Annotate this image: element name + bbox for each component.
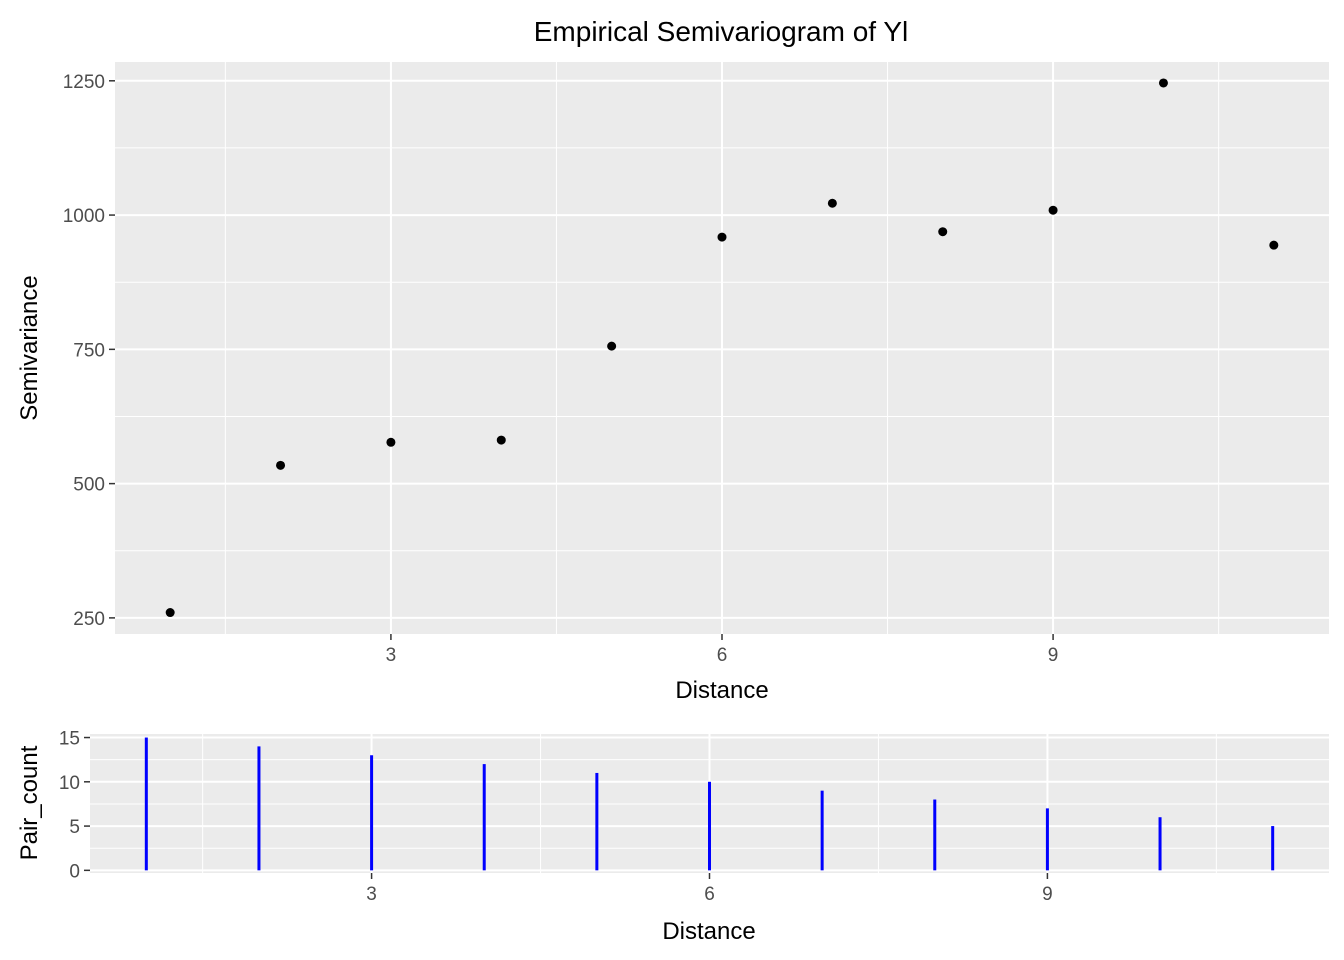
semivariance-point bbox=[165, 608, 175, 618]
semivariogram-x-tick-label: 9 bbox=[1048, 645, 1059, 666]
semivariogram-x-tick-label: 6 bbox=[717, 645, 728, 666]
semivariogram-y-axis-title: Semivariance bbox=[16, 275, 43, 420]
pair-count-bar bbox=[144, 737, 148, 871]
semivariance-point bbox=[1048, 205, 1058, 215]
semivariance-point bbox=[827, 198, 837, 208]
semivariogram-x-axis-title: Distance bbox=[675, 677, 768, 704]
semivariance-point bbox=[386, 437, 396, 447]
semivariogram-x-tick-label: 3 bbox=[386, 645, 397, 666]
pair-count-bar bbox=[370, 755, 374, 871]
pair-count-x-tick-label: 9 bbox=[1042, 884, 1053, 905]
pair-count-x-tick-label: 6 bbox=[704, 884, 715, 905]
pair-count-y-tick-label: 5 bbox=[69, 817, 80, 838]
semivariogram-y-tick-label: 1250 bbox=[63, 72, 105, 93]
semivariogram-y-tick-label: 750 bbox=[73, 340, 105, 361]
pair-count-bar bbox=[708, 781, 711, 871]
semivariance-point bbox=[607, 341, 617, 351]
chart-title: Empirical Semivariogram of Yl bbox=[534, 16, 909, 47]
pair-count-y-tick-label: 0 bbox=[69, 861, 80, 882]
pair-count-bar bbox=[257, 746, 261, 871]
semivariogram-y-tick-label: 1000 bbox=[63, 206, 105, 227]
semivariogram-points bbox=[165, 78, 1279, 618]
semivariance-point bbox=[276, 460, 286, 470]
pair-count-axis-ticks: 3 6 9 0 5 10 15 bbox=[59, 729, 1053, 905]
semivariance-point bbox=[1158, 78, 1168, 88]
semivariance-point bbox=[496, 435, 506, 445]
pair-count-y-tick-label: 15 bbox=[59, 729, 80, 750]
pair-count-bar bbox=[595, 772, 599, 871]
pair-count-bars bbox=[144, 737, 1275, 871]
semivariogram-axis-ticks: 3 6 9 250 500 750 1000 1250 bbox=[63, 72, 1059, 666]
pair-count-y-axis-title: Pair_count bbox=[16, 745, 43, 860]
pair-count-y-tick-label: 10 bbox=[59, 773, 80, 794]
semivariogram-panel: 3 6 9 250 500 750 1000 1250 Distance Semivarian… bbox=[16, 62, 1329, 704]
pair-count-panel: 3 6 9 0 5 10 15 Distance Pair_count bbox=[16, 729, 1329, 945]
pair-count-x-axis-title: Distance bbox=[662, 918, 755, 945]
pair-count-bar bbox=[820, 790, 824, 871]
pair-count-bar bbox=[1158, 817, 1162, 871]
pair-count-x-tick-label: 3 bbox=[366, 884, 377, 905]
semivariogram-y-tick-label: 250 bbox=[73, 609, 105, 630]
semivariance-point bbox=[938, 227, 948, 237]
pair-count-bar bbox=[933, 799, 937, 871]
semivariance-point bbox=[717, 232, 727, 242]
semivariogram-y-tick-label: 500 bbox=[73, 475, 105, 496]
pair-count-bar bbox=[1045, 808, 1049, 871]
semivariogram-gridlines bbox=[115, 62, 1329, 634]
pair-count-bar bbox=[1271, 826, 1275, 871]
pair-count-bar bbox=[482, 764, 486, 871]
semivariance-point bbox=[1269, 240, 1279, 250]
